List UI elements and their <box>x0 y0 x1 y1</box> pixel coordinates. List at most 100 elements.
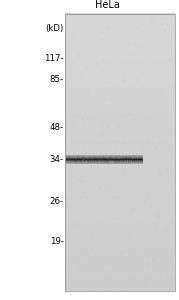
Bar <box>65 58 175 60</box>
Bar <box>65 33 175 34</box>
Bar <box>65 199 175 200</box>
Bar <box>65 225 175 226</box>
Bar <box>65 236 175 237</box>
Bar <box>65 59 175 61</box>
Bar <box>65 169 175 171</box>
Bar <box>65 25 175 26</box>
Bar <box>65 26 175 27</box>
Bar <box>65 69 175 70</box>
Bar <box>65 138 175 139</box>
Bar <box>65 30 175 31</box>
Bar <box>65 58 175 59</box>
Bar <box>65 109 175 110</box>
Bar <box>65 70 175 72</box>
Bar <box>65 118 175 120</box>
Bar <box>65 261 175 262</box>
Bar <box>65 126 175 127</box>
Bar <box>65 206 175 207</box>
Bar <box>65 148 175 149</box>
Bar <box>65 277 175 278</box>
Bar <box>65 260 175 261</box>
Bar <box>65 252 175 253</box>
Bar <box>65 183 175 184</box>
Bar <box>65 150 175 151</box>
Bar <box>65 173 175 174</box>
Bar <box>65 186 175 188</box>
Bar <box>65 70 175 71</box>
Bar <box>65 269 175 271</box>
Bar <box>65 280 175 282</box>
Bar <box>65 245 175 247</box>
Bar <box>65 235 175 236</box>
Bar <box>65 267 175 268</box>
Bar <box>65 244 175 246</box>
Bar <box>65 242 175 243</box>
Bar <box>65 104 175 105</box>
Bar <box>65 234 175 236</box>
Bar <box>65 136 175 137</box>
Bar <box>65 218 175 220</box>
Bar <box>65 63 175 64</box>
Bar <box>65 53 175 54</box>
Bar <box>65 161 175 162</box>
Bar <box>65 133 175 134</box>
Bar <box>65 147 175 148</box>
Bar <box>65 206 175 208</box>
Bar <box>65 120 175 121</box>
Bar <box>65 158 175 160</box>
Bar <box>65 48 175 50</box>
Bar <box>65 64 175 65</box>
Bar <box>65 167 175 168</box>
Bar <box>65 14 175 291</box>
Bar <box>65 241 175 242</box>
Bar <box>65 95 175 97</box>
Bar <box>65 185 175 187</box>
Bar <box>65 21 175 22</box>
Bar <box>65 122 175 123</box>
Bar <box>65 139 175 140</box>
Bar <box>65 262 175 263</box>
Bar <box>65 22 175 24</box>
Bar <box>65 288 175 289</box>
Bar <box>65 114 175 115</box>
Bar <box>65 86 175 88</box>
Bar <box>65 222 175 224</box>
Bar <box>65 257 175 259</box>
Bar <box>65 43 175 44</box>
Bar <box>65 266 175 267</box>
Bar <box>65 256 175 258</box>
Bar <box>65 279 175 280</box>
Bar <box>65 223 175 224</box>
Bar <box>65 127 175 128</box>
Bar <box>65 76 175 77</box>
Bar <box>65 85 175 87</box>
Bar <box>65 77 175 78</box>
Bar <box>65 13 175 14</box>
Bar <box>65 101 175 102</box>
Bar <box>65 213 175 214</box>
Bar <box>65 131 175 132</box>
Bar <box>65 201 175 202</box>
Bar <box>65 134 175 136</box>
Bar <box>65 157 175 158</box>
Bar <box>65 281 175 283</box>
Bar <box>65 187 175 188</box>
Bar <box>65 259 175 260</box>
Bar <box>65 282 175 284</box>
Bar <box>65 158 175 159</box>
Bar <box>65 129 175 130</box>
Bar <box>65 209 175 211</box>
Bar <box>65 140 175 141</box>
Bar <box>65 34 175 36</box>
Bar <box>65 71 175 73</box>
Bar <box>65 103 175 104</box>
Bar <box>65 163 175 164</box>
Bar <box>65 152 175 153</box>
Bar <box>65 283 175 284</box>
Bar <box>65 229 175 230</box>
Bar <box>65 189 175 190</box>
Bar <box>65 81 175 82</box>
Bar <box>65 178 175 179</box>
Bar <box>65 132 175 133</box>
Bar <box>65 165 175 166</box>
